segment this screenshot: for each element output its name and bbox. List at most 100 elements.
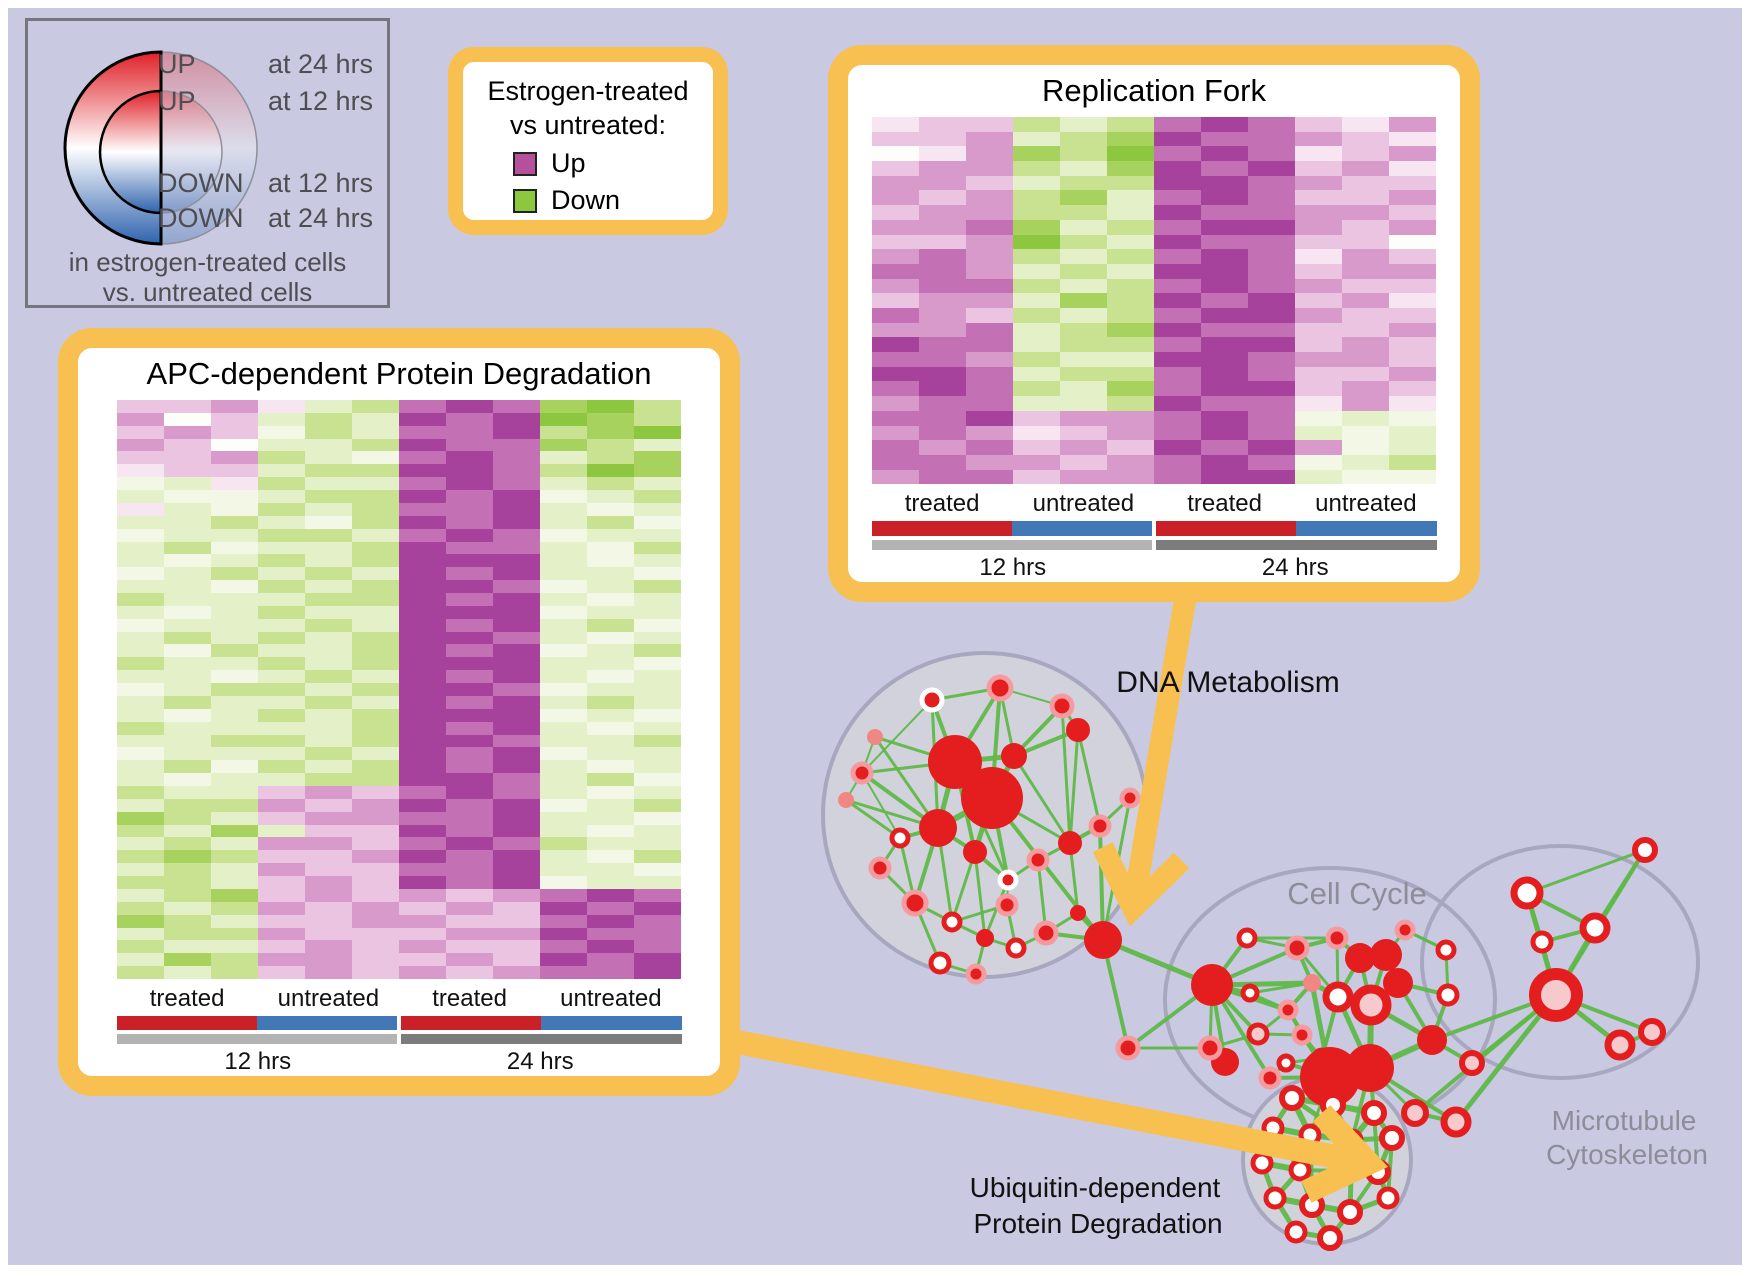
heatmap-cell	[116, 580, 164, 593]
legend-down-12-dir: DOWN	[158, 168, 244, 198]
heatmap-cell	[493, 876, 541, 889]
heatmap-cell	[587, 554, 635, 568]
heatmap-cell	[351, 914, 399, 928]
heatmap-cell	[871, 190, 919, 206]
heatmap-cell	[493, 451, 541, 465]
heatmap-cell	[163, 901, 211, 915]
heatmap-cell	[304, 425, 352, 439]
heatmap-cell	[116, 412, 164, 426]
heatmap-cell	[587, 811, 635, 825]
heatmap-cell	[304, 644, 352, 658]
heatmap-cell	[1342, 190, 1390, 206]
heatmap-cell	[634, 734, 682, 748]
heatmap-cell	[163, 708, 211, 722]
heatmap-cell	[257, 760, 305, 774]
rep-group-label-treated-24: treated	[1187, 490, 1262, 518]
heatmap-cell	[1342, 249, 1390, 264]
legend-caption-line1: in estrogen-treated cells	[68, 247, 347, 277]
heatmap-cell	[163, 876, 211, 889]
heatmap-cell	[965, 161, 1013, 176]
heatmap-cell	[304, 901, 352, 915]
heatmap-cell	[493, 618, 541, 632]
heatmap-cell	[1153, 454, 1202, 470]
heatmap-cell	[1389, 366, 1437, 382]
heatmap-cell	[493, 644, 541, 658]
heatmap-cell	[304, 618, 352, 632]
heatmap-cell	[446, 670, 494, 684]
heatmap-cell	[540, 940, 588, 954]
heatmap-cell	[1342, 205, 1390, 220]
heatmap-cell	[210, 567, 258, 581]
heatmap-cell	[257, 798, 305, 812]
heatmap-cell	[918, 249, 966, 264]
heatmap-cell	[1295, 234, 1343, 250]
heatmap-cell	[257, 515, 305, 529]
heatmap-cell	[871, 366, 919, 382]
heatmap-cell	[1012, 249, 1060, 264]
heatmap-cell	[257, 657, 305, 671]
heatmap-cell	[540, 734, 588, 748]
heatmap-cell	[304, 631, 352, 645]
heatmap-cell	[304, 927, 352, 941]
heatmap-cell	[446, 811, 494, 825]
heatmap-cell	[257, 940, 305, 954]
heatmap-cell	[540, 824, 588, 838]
heatmap-cell	[965, 410, 1013, 426]
heatmap-cell	[587, 760, 635, 774]
heatmap-cell	[116, 747, 164, 761]
heatmap-cell	[540, 747, 588, 761]
heatmap-cell	[1153, 440, 1202, 455]
heatmap-cell	[587, 618, 635, 632]
heatmap-cell	[1059, 469, 1107, 485]
heatmap-cell	[398, 451, 447, 465]
heatmap-cell	[257, 721, 305, 735]
legend-item-up: Up	[513, 148, 663, 179]
heatmap-cell	[446, 901, 494, 915]
heatmap-cell	[116, 888, 164, 902]
heatmap-cell	[540, 580, 588, 593]
heatmap-cell	[1295, 219, 1343, 235]
heatmap-cell	[493, 477, 541, 491]
heatmap-cell	[1106, 454, 1154, 470]
heatmap-cell	[540, 863, 588, 877]
heatmap-cell	[116, 528, 164, 542]
heatmap-cell	[634, 541, 682, 555]
heatmap-cell	[1106, 425, 1154, 441]
heatmap-cell	[446, 400, 494, 413]
heatmap-cell	[116, 567, 164, 581]
heatmap-cell	[304, 863, 352, 877]
heatmap-cell	[1059, 352, 1107, 367]
heatmap-cell	[493, 773, 541, 787]
heatmap-cell	[493, 850, 541, 864]
heatmap-cell	[634, 425, 682, 439]
rep-time-labels: 12 hrs 24 hrs	[872, 554, 1437, 582]
apc-group-label-treated-24: treated	[432, 985, 507, 1013]
heatmap-cell	[257, 888, 305, 902]
heatmap-cell	[587, 657, 635, 671]
heatmap-cell	[1059, 278, 1107, 294]
heatmap-cell	[210, 953, 258, 967]
heatmap-cell	[918, 381, 966, 397]
heatmap-cell	[1295, 410, 1343, 426]
heatmap-cell	[210, 837, 258, 851]
heatmap-cell	[634, 451, 682, 465]
heatmap-cell	[116, 850, 164, 864]
heatmap-cell	[446, 528, 494, 542]
heatmap-cell	[163, 412, 211, 426]
heatmap-cell	[398, 811, 447, 825]
heatmap-cell	[1201, 190, 1249, 206]
heatmap-cell	[540, 400, 588, 413]
heatmap-cell	[493, 490, 541, 503]
heatmap-cell	[493, 863, 541, 877]
heatmap-cell	[918, 293, 966, 308]
heatmap-cell	[210, 940, 258, 954]
heatmap-cell	[1153, 366, 1202, 382]
heatmap-cell	[398, 721, 447, 735]
heatmap-cell	[398, 708, 447, 722]
heatmap-cell	[398, 888, 447, 902]
apc-degradation-panel: APC-dependent Protein Degradation treate…	[58, 328, 740, 1096]
heatmap-cell	[493, 631, 541, 645]
heatmap-cell	[1201, 293, 1249, 308]
heatmap-cell	[351, 773, 399, 787]
heatmap-cell	[1342, 117, 1390, 132]
